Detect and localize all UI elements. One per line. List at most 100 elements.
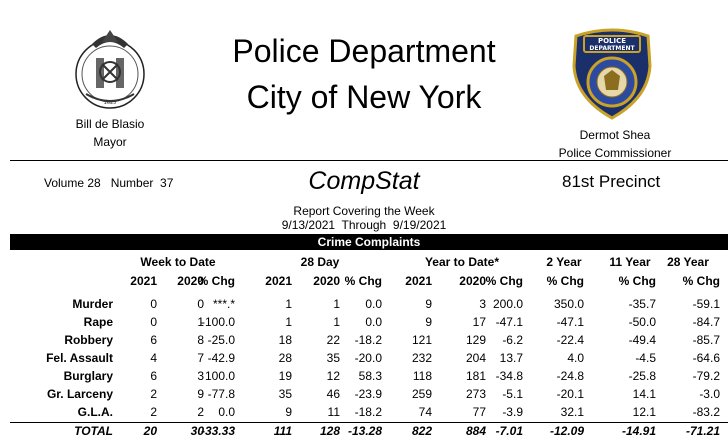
table-cell: 77 [472, 405, 486, 419]
table-cell: 0 [197, 297, 204, 311]
table-cell: 8 [197, 333, 204, 347]
row-label: Robbery [64, 333, 113, 347]
table-cell: 74 [418, 405, 432, 419]
subheader-7: 2020 [459, 274, 486, 288]
commissioner-title: Police Commissioner [558, 146, 672, 160]
total-cell: 128 [319, 424, 340, 438]
svg-text:DEPARTMENT: DEPARTMENT [589, 45, 635, 52]
table-cell: -22.4 [556, 333, 584, 347]
table-cell: 9 [197, 387, 204, 401]
table-cell: 0.0 [218, 405, 235, 419]
subheader-6: 2021 [405, 274, 432, 288]
row-label: Gr. Larceny [46, 387, 113, 401]
table-cell: 22 [326, 333, 340, 347]
table-cell: -47.1 [556, 315, 584, 329]
total-cell: 20 [143, 424, 157, 438]
table-cell: 350.0 [553, 297, 584, 311]
table-cell: 0.0 [365, 315, 382, 329]
row-label: Murder [72, 297, 113, 311]
subheader-0: 2021 [130, 274, 157, 288]
subheader-1: 2020 [177, 274, 204, 288]
table-cell: 2 [197, 405, 204, 419]
subheader-5: % Chg [344, 274, 382, 288]
precinct-name: 81st Precinct [562, 172, 661, 191]
city-title: City of New York [246, 79, 482, 115]
row-label: Burglary [63, 369, 113, 383]
table-cell: 58.3 [358, 369, 382, 383]
total-cell: -71.21 [685, 424, 720, 438]
table-cell: -20.1 [556, 387, 584, 401]
table-cell: -3.9 [502, 405, 523, 419]
table-cell: 0.0 [365, 297, 382, 311]
mayor-name: Bill de Blasio [75, 117, 145, 131]
table-cell: 9 [425, 297, 432, 311]
group-header-week: Week to Date [140, 255, 216, 269]
subheader-3: 2021 [265, 274, 292, 288]
group-header-y2: 2 Year [546, 255, 582, 269]
table-cell: 4 [150, 351, 157, 365]
table-cell: -59.1 [692, 297, 720, 311]
total-divider [10, 422, 728, 423]
subheader-2: % Chg [197, 274, 235, 288]
table-cell: -35.7 [628, 297, 656, 311]
table-cell: -5.1 [502, 387, 523, 401]
total-cell: -7.01 [495, 424, 523, 438]
table-cell: -85.7 [692, 333, 720, 347]
table-cell: 1 [197, 315, 204, 329]
table-cell: 1 [285, 315, 292, 329]
svg-text:1625: 1625 [104, 100, 117, 106]
nyc-seal-icon: 1625 [75, 30, 145, 109]
report-name: CompStat [308, 167, 420, 195]
total-cell: -12.09 [549, 424, 584, 438]
table-cell: -79.2 [692, 369, 720, 383]
table-cell: -50.0 [628, 315, 656, 329]
total-label: TOTAL [74, 424, 113, 438]
table-cell: -64.6 [692, 351, 720, 365]
volume-number: Volume 28 Number 37 [44, 176, 174, 190]
table-cell: 259 [411, 387, 432, 401]
table-cell: 9 [285, 405, 292, 419]
row-label: G.L.A. [77, 405, 113, 419]
subheader-9: % Chg [546, 274, 584, 288]
table-cell: -20.0 [354, 351, 382, 365]
table-cell: 17 [472, 315, 486, 329]
table-cell: 204 [465, 351, 486, 365]
table-cell: -49.4 [628, 333, 656, 347]
table-cell: -100.0 [200, 315, 235, 329]
table-cell: -23.9 [354, 387, 382, 401]
row-label: Rape [83, 315, 113, 329]
table-cell: -6.2 [502, 333, 523, 347]
table-cell: 129 [465, 333, 486, 347]
table-cell: 12 [326, 369, 340, 383]
commissioner-name: Dermot Shea [579, 128, 651, 142]
table-cell: -24.8 [556, 369, 584, 383]
table-cell: 32.1 [560, 405, 584, 419]
table-cell: 273 [465, 387, 486, 401]
table-cell: 6 [150, 333, 157, 347]
table-cell: 200.0 [492, 297, 523, 311]
table-cell: 1 [333, 315, 340, 329]
report-covering: Report Covering the Week [293, 204, 435, 218]
total-cell: 884 [465, 424, 486, 438]
table-cell: -77.8 [207, 387, 235, 401]
table-cell: 11 [327, 405, 340, 419]
table-cell: -83.2 [692, 405, 720, 419]
subheader-11: % Chg [682, 274, 720, 288]
total-cell: 30 [190, 424, 204, 438]
subheader-8: % Chg [485, 274, 523, 288]
total-cell: -14.91 [621, 424, 656, 438]
group-header-day28: 28 Day [300, 255, 340, 269]
subheader-10: % Chg [618, 274, 656, 288]
table-cell: 35 [278, 387, 292, 401]
table-cell: 7 [197, 351, 204, 365]
report-date-range: 9/13/2021 Through 9/19/2021 [281, 218, 447, 232]
table-cell: -47.1 [495, 315, 523, 329]
table-cell: 181 [465, 369, 486, 383]
table-cell: 3 [479, 297, 486, 311]
table-cell: 0 [150, 297, 157, 311]
nypd-badge-icon: POLICE DEPARTMENT [572, 28, 652, 120]
department-title: Police Department [232, 33, 496, 69]
table-cell: 19 [278, 369, 292, 383]
table-cell: 6 [150, 369, 157, 383]
table-cell: 1 [333, 297, 340, 311]
